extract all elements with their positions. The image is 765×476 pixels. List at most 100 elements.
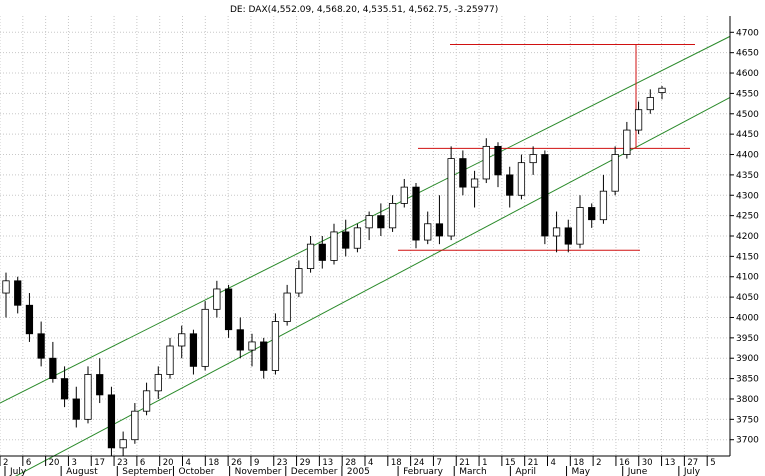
candle-body-42: [494, 145, 502, 176]
y-tick-label-19: 4650: [736, 49, 759, 59]
candle-body-11: [131, 410, 139, 441]
y-tick-label-9: 4150: [736, 252, 759, 262]
candle-body-10: [119, 439, 127, 449]
grid: [0, 16, 731, 456]
candle-body-31: [365, 215, 373, 229]
x-date-label-5: 23: [117, 458, 128, 468]
x-month-label-12: July: [683, 467, 701, 476]
candle-body-7: [84, 374, 92, 420]
x-date-label-10: 26: [231, 458, 242, 468]
candle-body-27: [318, 243, 326, 261]
candle-body-38: [447, 158, 455, 237]
x-date-label-30: 27: [687, 458, 698, 468]
y-tick-label-0: 3700: [736, 436, 759, 446]
candle-body-52: [611, 154, 619, 192]
x-date-label-15: 28: [345, 458, 356, 468]
y-tick-label-11: 4250: [736, 212, 759, 222]
candle-body-37: [435, 223, 444, 237]
candle-body-30: [353, 227, 362, 249]
x-month-label-2: September: [122, 467, 172, 476]
y-tick-label-3: 3850: [736, 375, 759, 385]
y-tick-label-16: 4500: [736, 110, 759, 120]
x-date-label-22: 15: [505, 458, 516, 468]
candle-body-47: [552, 227, 561, 237]
candle-body-32: [377, 215, 385, 229]
y-axis: 3700 3750 3800 3850 3900 3950 4000 4050 4100 4150…: [729, 16, 759, 456]
candle-body-39: [459, 158, 467, 188]
candle-body-16: [189, 333, 198, 367]
y-tick-label-2: 3800: [736, 395, 759, 405]
x-date-label-26: 2: [596, 458, 601, 468]
candle-body-23: [271, 321, 280, 371]
channel-upper-line: [0, 35, 731, 404]
candle-body-1: [14, 280, 22, 306]
y-tick-label-17: 4550: [736, 89, 759, 99]
x-date-label-1: 6: [26, 458, 31, 468]
y-tick-label-1: 3750: [736, 415, 759, 425]
x-date-label-19: 7: [436, 458, 441, 468]
y-tick-label-13: 4350: [736, 171, 759, 181]
x-date-label-18: 24: [414, 458, 425, 468]
x-month-label-0: July: [9, 467, 27, 476]
y-tick-label-7: 4050: [736, 293, 759, 303]
candle-body-3: [37, 333, 45, 359]
x-month-label-1: August: [66, 467, 98, 476]
x-axis: 2 6 20 3 17 23 6 20 4 18 26 9 23 29 13 28 4 18 24 7 21 1 15 21 4…: [0, 455, 730, 476]
y-tick-label-15: 4450: [736, 130, 759, 140]
price-levels: [398, 44, 695, 251]
x-date-label-25: 18: [573, 458, 584, 468]
candle-body-40: [470, 178, 479, 188]
candle-body-17: [201, 308, 209, 367]
x-month-label-4: November: [235, 467, 282, 476]
candle-body-12: [142, 390, 151, 412]
candle-body-49: [576, 207, 584, 245]
y-tick-label-4: 3900: [736, 354, 759, 364]
y-tick-label-10: 4200: [736, 232, 759, 242]
candle-body-6: [72, 398, 80, 420]
x-date-label-21: 1: [482, 458, 487, 468]
y-tick-label-12: 4300: [736, 191, 759, 201]
candle-body-25: [295, 268, 303, 294]
candle-body-18: [213, 288, 221, 310]
x-date-label-7: 20: [163, 458, 174, 468]
x-date-label-8: 4: [186, 458, 191, 468]
x-date-label-11: 9: [254, 458, 259, 468]
candle-body-13: [154, 374, 162, 392]
candle-body-20: [236, 329, 244, 351]
x-date-label-28: 30: [642, 458, 653, 468]
candle-body-48: [564, 227, 572, 245]
x-date-label-2: 20: [49, 458, 60, 468]
candle-body-15: [178, 333, 186, 347]
x-month-label-9: April: [515, 467, 536, 476]
candle-body-51: [599, 190, 608, 221]
x-month-label-3: October: [178, 467, 214, 476]
x-month-label-5: December: [291, 467, 338, 476]
candle-body-43: [506, 174, 514, 196]
x-date-label-31: 5: [710, 458, 715, 468]
candle-body-8: [96, 374, 104, 396]
candle-body-54: [634, 109, 643, 131]
candle-body-53: [623, 129, 631, 155]
candle-body-35: [412, 186, 420, 241]
x-date-label-16: 4: [368, 458, 373, 468]
candle-body-9: [107, 394, 116, 449]
candle-body-2: [25, 304, 34, 335]
trend-channel: [0, 35, 731, 476]
x-date-label-9: 18: [208, 458, 219, 468]
x-date-label-6: 6: [140, 458, 145, 468]
candle-body-14: [166, 345, 174, 375]
x-date-label-13: 29: [300, 458, 311, 468]
candle-body-45: [529, 154, 537, 164]
candle-body-36: [424, 223, 432, 241]
x-date-label-17: 18: [391, 458, 402, 468]
x-date-label-20: 21: [459, 458, 470, 468]
x-date-label-14: 13: [322, 458, 333, 468]
chart-title: DE: DAX(4,552.09, 4,568.20, 4,535.51, 4,…: [230, 5, 498, 15]
candle-body-5: [60, 378, 69, 400]
channel-lower-line: [14, 97, 731, 476]
candle-body-50: [588, 207, 596, 221]
x-date-label-27: 16: [619, 458, 630, 468]
x-month-label-10: May: [572, 467, 591, 476]
candle-body-55: [646, 97, 654, 111]
